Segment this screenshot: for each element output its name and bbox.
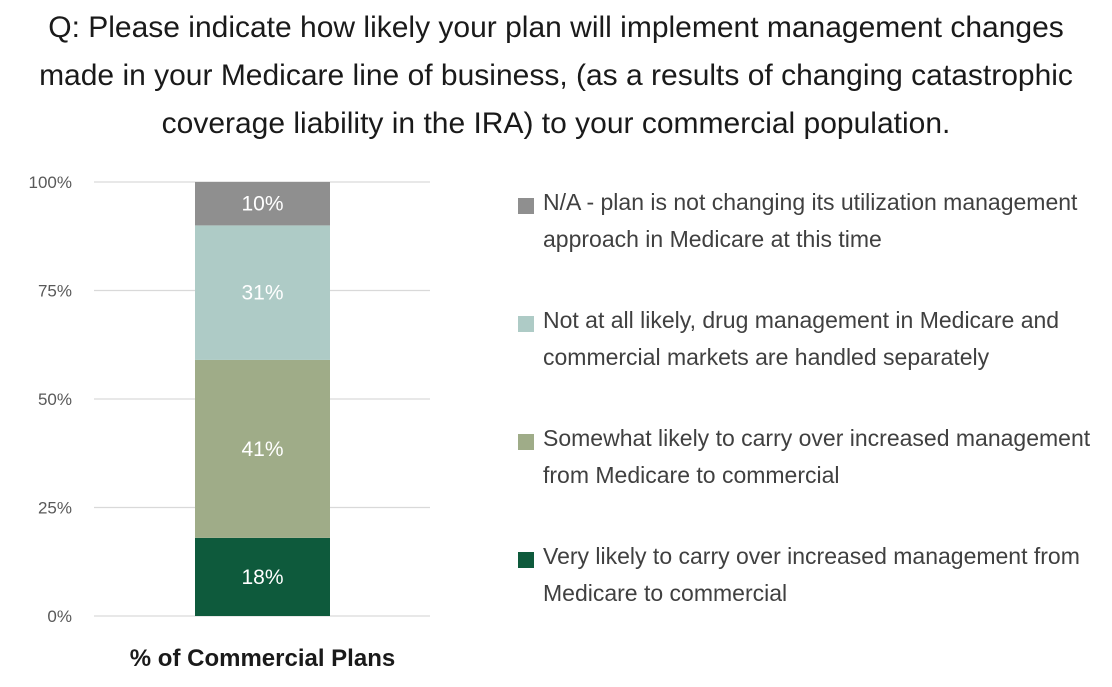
chart-title: Q: Please indicate how likely your plan … [39,11,1073,140]
x-category-label: % of Commercial Plans [130,645,395,672]
legend-label: Somewhat likely to carry over increased … [543,425,1091,488]
legend-label: N/A - plan is not changing its utilizati… [543,189,1078,252]
legend-item: Somewhat likely to carry over increased … [518,420,1103,494]
bar-segment [195,225,330,360]
legend-swatch [518,552,534,568]
data-labels: 18% 41% 31% 10% [241,193,283,589]
bar-segment [195,359,330,538]
bar-segment [195,182,330,226]
data-label: 41% [241,438,283,461]
data-label: 31% [241,282,283,305]
legend-item: Not at all likely, drug management in Me… [518,302,1103,376]
legend-swatch [518,198,534,214]
data-label: 18% [241,566,283,589]
y-tick-label: 100% [29,173,72,192]
y-axis-ticks: 0% 25% 50% 75% 100% [29,173,72,626]
y-tick-label: 50% [38,390,72,409]
legend-swatch [518,434,534,450]
legend-label: Very likely to carry over increased mana… [543,543,1080,606]
y-tick-label: 75% [38,282,72,301]
bar-segments [195,182,330,616]
data-label: 10% [241,193,283,216]
legend-item: N/A - plan is not changing its utilizati… [518,184,1103,258]
legend-swatch [518,316,534,332]
bar-segment [195,537,330,616]
legend-label: Not at all likely, drug management in Me… [543,307,1060,370]
y-tick-label: 0% [47,607,72,626]
stacked-bar-chart: 0% 25% 50% 75% 100% 18% 41% 31% 10% % of Commer… [29,173,430,672]
legend-item: Very likely to carry over increased mana… [518,538,1103,612]
y-tick-label: 25% [38,499,72,518]
